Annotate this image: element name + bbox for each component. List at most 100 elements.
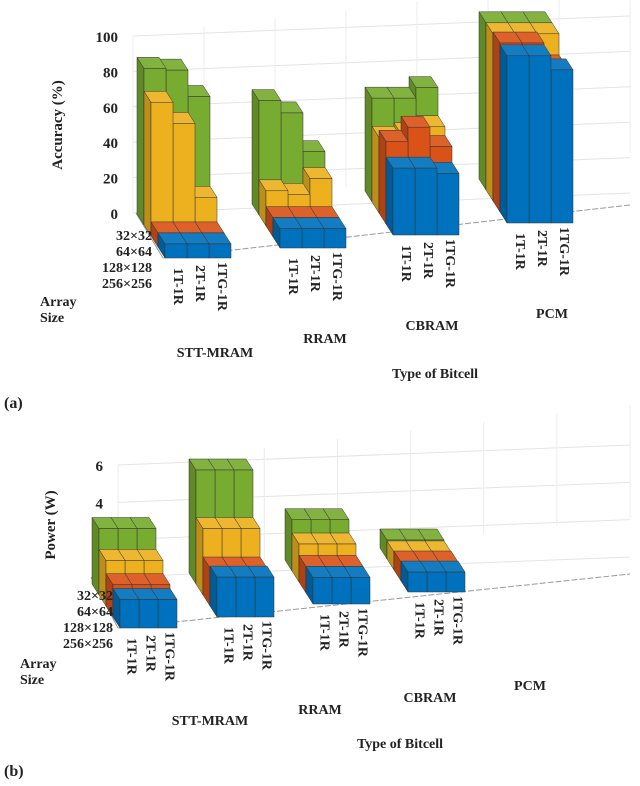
accuracy-chart: 0 20 40 60 80 100 1T-1R 2T-1R 1TG-1R STT-MRAM 1T-1…	[4, 0, 631, 412]
group-label: CBRAM	[404, 691, 457, 706]
bar-pcm-1t-1r-256x256	[400, 560, 428, 593]
depth-axis-line	[135, 212, 164, 259]
bar-front-face	[138, 599, 159, 629]
cell-type-label: 1TG-1R	[214, 262, 229, 312]
cell-type-label: 1TG-1R	[162, 632, 177, 682]
cell-type-label: 2T-1R	[307, 255, 322, 293]
bar-side-face	[364, 86, 373, 203]
cell-type-label: 2T-1R	[192, 265, 207, 303]
cell-type-label: 1TG-1R	[450, 596, 465, 646]
depth-axis-label: Array	[20, 657, 57, 672]
bar-stt-mram-1t-1r-256x256	[157, 232, 188, 259]
bar-front-face	[164, 243, 188, 259]
group-label: STT-MRAM	[172, 714, 249, 729]
y-tick-label: 60	[103, 101, 118, 117]
group-label: RRAM	[303, 332, 347, 347]
cell-type-label: 2T-1R	[240, 624, 255, 662]
group-label: RRAM	[298, 703, 342, 718]
array-size-label: 256×256	[63, 637, 113, 652]
y-tick-label: 6	[96, 459, 104, 475]
bar-side-face	[371, 125, 380, 214]
cell-type-label: 1TG-1R	[556, 227, 571, 277]
cell-type-label: 1T-1R	[124, 638, 139, 676]
bars	[91, 458, 466, 629]
bar-front-face	[550, 69, 574, 224]
bar-side-face	[499, 43, 508, 224]
bar-front-face	[186, 243, 210, 259]
group-label: PCM	[514, 679, 546, 694]
bar-front-face	[350, 577, 371, 605]
bar-side-face	[195, 516, 204, 596]
bar-front-face	[445, 571, 466, 593]
cell-type-label: 1T-1R	[412, 602, 427, 640]
panel-label: (b)	[4, 763, 24, 780]
bar-front-face	[331, 577, 352, 605]
bar-side-face	[492, 31, 501, 213]
bar-front-face	[301, 228, 325, 249]
bar-side-face	[143, 90, 152, 237]
bar-front-face	[414, 167, 438, 236]
array-size-label: 32×32	[116, 229, 152, 244]
bar-rram-1t-1r-256x256	[209, 565, 237, 618]
bar-front-face	[436, 173, 460, 236]
bar-side-face	[251, 88, 260, 216]
cell-type-label: 1T-1R	[221, 627, 236, 665]
group-label: PCM	[536, 307, 568, 322]
bar-cbram-1t-1r-256x256	[385, 156, 416, 236]
y-tick-label: 40	[103, 136, 118, 152]
cell-type-label: 1TG-1R	[329, 252, 344, 302]
x-axis-label: Type of Bitcell	[357, 737, 443, 752]
group-label: STT-MRAM	[177, 346, 254, 361]
bar-front-face	[235, 576, 256, 618]
array-size-label: 32×32	[77, 589, 113, 604]
cell-type-label: 2T-1R	[420, 242, 435, 280]
array-size-label: 64×64	[77, 605, 113, 620]
bar-front-face	[150, 101, 174, 237]
y-tick-label: 80	[103, 65, 118, 81]
power-chart: 02461T-1R2T-1R1TG-1RSTT-MRAM1T-1R2T-1R1T…	[4, 405, 631, 780]
bar-side-face	[91, 516, 100, 596]
bar-front-face	[407, 571, 428, 593]
bar-side-face	[385, 156, 394, 236]
array-size-label: 128×128	[63, 621, 113, 636]
y-tick-label: 4	[96, 496, 104, 512]
array-size-label: 64×64	[116, 245, 152, 260]
bar-front-face	[119, 599, 140, 629]
cell-type-label: 1T-1R	[398, 245, 413, 283]
bars	[136, 10, 574, 259]
bar-front-face	[157, 599, 178, 629]
bar-front-face	[279, 228, 303, 249]
cell-type-label: 1TG-1R	[442, 239, 457, 289]
cell-type-label: 2T-1R	[534, 230, 549, 268]
bar-front-face	[426, 571, 447, 593]
bar-front-face	[392, 167, 416, 236]
y-axis-label: Power (W)	[43, 490, 59, 559]
panel-label: (a)	[4, 395, 23, 412]
cell-type-label: 2T-1R	[431, 599, 446, 637]
cell-type-label: 1T-1R	[512, 233, 527, 271]
x-axis-label: Type of Bitcell	[392, 367, 478, 382]
bar-front-face	[323, 228, 347, 249]
cell-type-label: 1TG-1R	[355, 608, 370, 658]
bar-pcm-1t-1r-256x256	[499, 43, 530, 224]
bar-cbram-1t-1r-256x256	[305, 565, 333, 605]
bar-front-face	[172, 123, 196, 237]
depth-axis-label: Array	[40, 295, 77, 310]
array-size-label: 128×128	[102, 261, 152, 276]
array-size-label: 256×256	[102, 277, 152, 292]
y-axis-label: Accuracy (%)	[50, 80, 66, 170]
bar-side-face	[136, 56, 145, 226]
cell-type-label: 1T-1R	[170, 268, 185, 306]
depth-axis-label: Size	[20, 673, 44, 688]
bar-front-face	[254, 576, 275, 618]
bar-front-face	[312, 577, 333, 605]
bar-stt-mram-1t-1r-256x256	[112, 587, 140, 629]
bar-side-face	[478, 10, 487, 191]
bar-front-face	[208, 243, 232, 259]
bar-stt-mram-1t-1r-64x64	[143, 90, 174, 237]
bar-rram-1t-1r-256x256	[272, 216, 303, 249]
bar-front-face	[216, 576, 237, 618]
bar-side-face	[485, 21, 494, 202]
bar-front-face	[506, 55, 530, 224]
